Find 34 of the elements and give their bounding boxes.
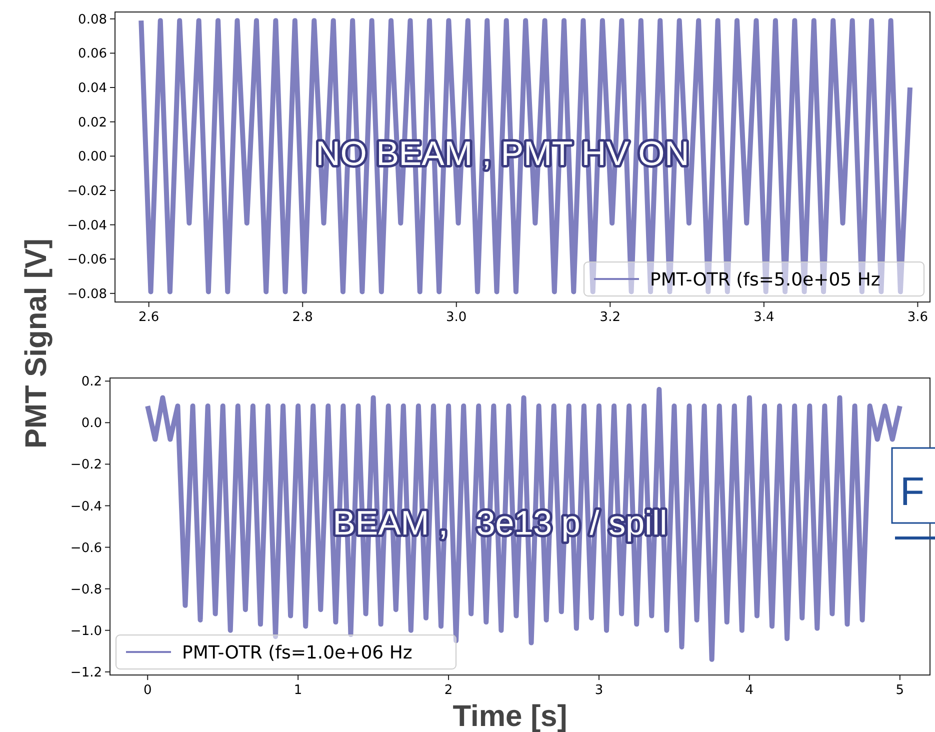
x-tick-label: 2.6 — [138, 310, 160, 325]
x-tick-label: 5 — [896, 683, 904, 698]
y-tick-label: −0.04 — [67, 218, 107, 234]
legend-label: PMT-OTR (fs=5.0e+05 Hz — [650, 269, 880, 290]
y-tick-label: 0.06 — [78, 46, 107, 62]
y-tick-label: −0.6 — [70, 540, 102, 556]
x-tick-label: 4 — [745, 683, 754, 698]
y-tick-label: −0.08 — [67, 286, 107, 302]
x-tick-label: 3.6 — [907, 310, 928, 325]
x-tick-label: 0 — [143, 683, 152, 698]
y-tick-label: −0.8 — [70, 582, 102, 598]
x-tick-label: 3.4 — [754, 310, 774, 325]
y-tick-label: 0.02 — [78, 115, 107, 130]
y-tick-label: 0.04 — [78, 81, 107, 96]
x-tick-label: 3.0 — [446, 310, 467, 325]
y-tick-label: −0.2 — [70, 458, 102, 473]
y-tick-label: −0.02 — [67, 184, 107, 200]
y-tick-label: −0.06 — [67, 252, 107, 268]
y-tick-label: −1.0 — [70, 624, 102, 639]
x-tick-label: 3 — [594, 683, 604, 698]
y-tick-label: 0.08 — [78, 12, 107, 28]
y-axis-title: PMT Signal [V] — [20, 238, 53, 448]
x-tick-label: 3.2 — [600, 310, 620, 325]
annotation: F — [900, 470, 924, 514]
y-tick-label: 0.2 — [81, 374, 102, 390]
x-tick-label: 1 — [294, 683, 302, 698]
x-axis-title: Time [s] — [452, 700, 568, 732]
y-tick-label: 0.0 — [81, 416, 102, 432]
x-tick-label: 2.8 — [292, 310, 313, 325]
y-tick-label: 0.00 — [78, 150, 107, 165]
y-tick-label: −1.2 — [70, 665, 102, 680]
legend-label: PMT-OTR (fs=1.0e+06 Hz — [182, 642, 412, 664]
y-tick-label: −0.4 — [70, 499, 102, 514]
x-tick-label: 2 — [444, 683, 453, 698]
